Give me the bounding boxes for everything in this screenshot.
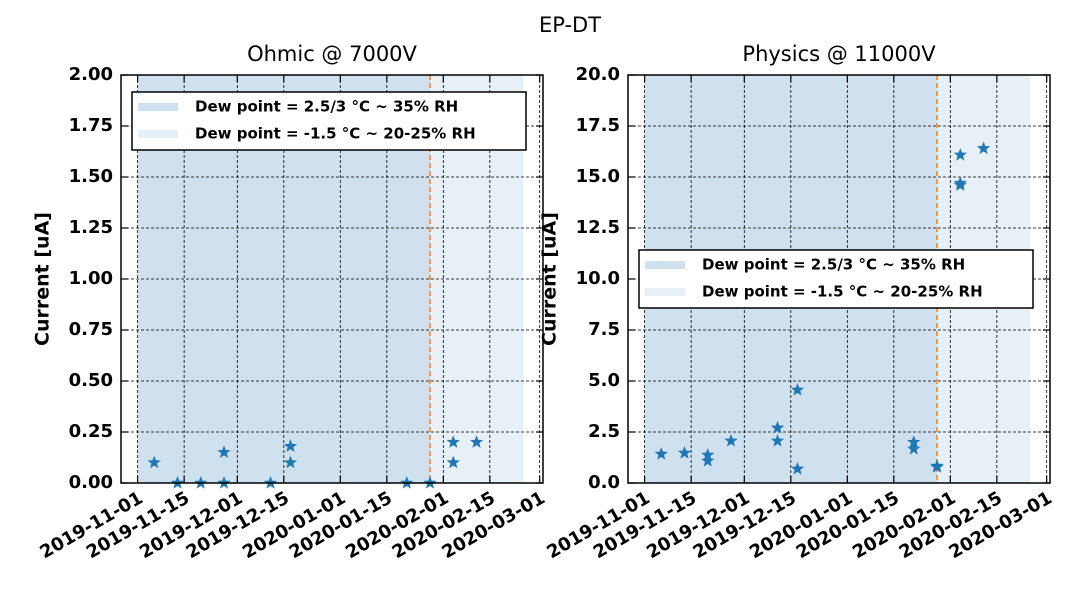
- y-tick-label: 0.00: [69, 472, 113, 493]
- subplot-title: Physics @ 11000V: [742, 42, 936, 66]
- y-tick-label: 0.25: [69, 421, 113, 442]
- data-point: [469, 435, 484, 448]
- data-point: [790, 461, 805, 475]
- data-point: [654, 447, 668, 460]
- y-axis-label: Current [uA]: [32, 212, 54, 346]
- y-tick-label: 17.5: [576, 115, 620, 136]
- legend-box: [638, 249, 1034, 309]
- data-point: [724, 433, 738, 447]
- y-tick-label: 1.50: [69, 166, 113, 187]
- y-tick-label: 20.0: [576, 64, 620, 85]
- legend-label: Dew point = 2.5/3 °C ~ 35% RH: [195, 98, 458, 116]
- figure-title: EP-DT: [539, 13, 601, 37]
- y-tick-label: 0.75: [69, 319, 113, 340]
- data-point: [953, 147, 967, 161]
- data-point: [283, 455, 298, 469]
- legend-label: Dew point = -1.5 °C ~ 20-25% RH: [195, 125, 476, 143]
- data-point: [701, 453, 715, 467]
- y-tick-label: 7.5: [588, 319, 620, 340]
- y-tick-label: 1.00: [69, 268, 113, 289]
- y-tick-label: 2.00: [69, 64, 113, 85]
- plot-frame: [120, 74, 544, 484]
- y-tick-label: 10.0: [576, 268, 620, 289]
- y-tick-label: 15.0: [576, 166, 620, 187]
- data-point: [770, 433, 785, 447]
- subplot-title: Ohmic @ 7000V: [247, 42, 417, 66]
- data-point: [976, 141, 991, 155]
- data-point: [217, 445, 231, 459]
- data-point: [953, 178, 967, 191]
- y-tick-label: 1.25: [69, 217, 113, 238]
- y-tick-label: 0.0: [588, 472, 620, 493]
- legend-swatch: [645, 261, 685, 269]
- data-point: [283, 439, 298, 452]
- legend-swatch: [138, 130, 178, 138]
- y-tick-label: 0.50: [69, 370, 113, 391]
- data-point: [446, 435, 460, 448]
- data-point: [770, 420, 785, 434]
- data-point: [907, 441, 921, 455]
- y-tick-label: 5.0: [588, 370, 620, 391]
- y-tick-label: 2.5: [588, 421, 620, 442]
- y-tick-label: 12.5: [576, 217, 620, 238]
- legend-swatch: [645, 288, 685, 296]
- data-point: [790, 382, 805, 396]
- y-tick-label: 1.75: [69, 115, 113, 136]
- data-point: [930, 460, 944, 473]
- data-point: [907, 435, 921, 448]
- legend-swatch: [138, 103, 178, 111]
- legend-label: Dew point = 2.5/3 °C ~ 35% RH: [702, 256, 965, 274]
- y-axis-label: Current [uA]: [539, 212, 561, 346]
- data-point: [677, 446, 692, 459]
- legend-label: Dew point = -1.5 °C ~ 20-25% RH: [702, 283, 983, 301]
- plot-frame: [627, 74, 1051, 484]
- data-point: [147, 455, 161, 469]
- data-point: [446, 455, 460, 469]
- legend-box: [131, 91, 527, 151]
